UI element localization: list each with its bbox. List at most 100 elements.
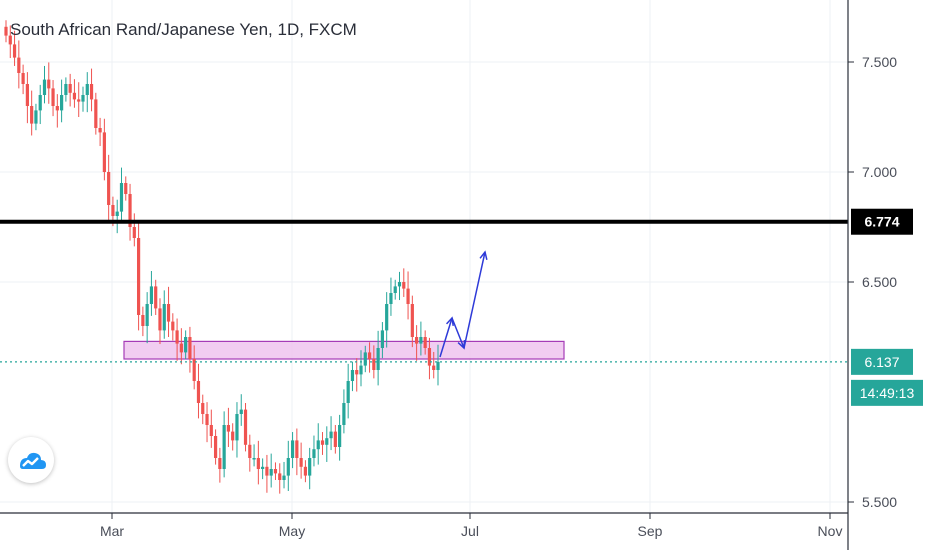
y-tick-label: 5.500 xyxy=(862,494,897,510)
candle-body xyxy=(111,205,115,216)
candle-body xyxy=(308,458,312,476)
candle-body xyxy=(119,183,124,212)
horizontal-lines xyxy=(0,219,848,363)
candle-body xyxy=(102,132,106,172)
x-tick-label: Mar xyxy=(100,523,124,539)
candle-body xyxy=(299,458,303,467)
candle-body xyxy=(145,304,149,326)
candle-body xyxy=(184,337,188,353)
x-tick-label: May xyxy=(279,523,305,539)
candle-body xyxy=(402,282,406,289)
candle-body xyxy=(256,458,260,469)
projection-arrow-head xyxy=(479,250,488,260)
candle-body xyxy=(252,458,256,460)
candle-body xyxy=(72,92,77,100)
support-tag-value: 6.774 xyxy=(864,214,899,230)
candle-body xyxy=(64,84,68,95)
candle-body xyxy=(419,337,423,344)
candle-body xyxy=(17,57,21,73)
candle-body xyxy=(248,444,252,458)
candle-body xyxy=(372,359,376,370)
x-tick-label: Sep xyxy=(638,523,663,539)
candle-body xyxy=(21,73,25,84)
candle-body xyxy=(286,458,290,476)
candle-body xyxy=(136,238,141,315)
candle-body xyxy=(47,79,51,89)
candle-body xyxy=(98,128,102,133)
candle-body xyxy=(312,449,316,458)
candle-body xyxy=(342,403,346,425)
candle-body xyxy=(231,431,235,441)
candle-body xyxy=(363,352,367,366)
candle-body xyxy=(226,425,231,432)
candle-body xyxy=(132,227,136,238)
candle-body xyxy=(51,88,55,106)
y-tick-label: 6.500 xyxy=(862,274,897,290)
candle-body xyxy=(355,370,359,375)
candle-body xyxy=(154,286,158,309)
candle-body xyxy=(171,321,175,331)
x-tick-label: Jul xyxy=(461,523,479,539)
candle-body xyxy=(432,365,436,370)
candle-body xyxy=(338,425,342,447)
candle-body xyxy=(367,352,372,359)
candle-body xyxy=(158,308,162,331)
candle-body xyxy=(427,348,432,366)
candle-body xyxy=(282,475,286,480)
candle-body xyxy=(316,440,320,450)
candle-body xyxy=(415,337,419,344)
candle-body xyxy=(38,95,42,111)
candle-body xyxy=(149,286,154,304)
countdown-tag-value: 14:49:13 xyxy=(860,385,915,401)
candle-body xyxy=(436,361,440,370)
grid xyxy=(0,0,848,513)
candle-body xyxy=(320,440,325,445)
candle-body xyxy=(209,425,213,436)
candle-body xyxy=(290,440,295,458)
candle-body xyxy=(333,431,337,447)
y-tick-label: 7.500 xyxy=(862,54,897,70)
tradingview-cloud-icon[interactable] xyxy=(8,437,54,483)
price-tag-bg xyxy=(851,348,913,375)
candle-body xyxy=(385,304,389,331)
candle-body xyxy=(235,414,239,441)
candle-body xyxy=(124,183,128,194)
candle-body xyxy=(55,106,59,111)
candle-body xyxy=(261,466,265,469)
candle-body xyxy=(34,110,38,124)
price-tags: 6.774 6.137 14:49:13 xyxy=(851,208,923,406)
chart-title: South African Rand/Japanese Yen, 1D, FXC… xyxy=(10,20,357,39)
x-tick-label: Nov xyxy=(818,523,843,539)
candle-body xyxy=(60,95,64,111)
candle-body xyxy=(175,330,179,344)
candle-body xyxy=(303,466,308,476)
candle-body xyxy=(30,106,34,124)
candle-body xyxy=(94,99,98,128)
candle-body xyxy=(397,282,402,287)
candle-body xyxy=(329,431,333,439)
candle-body xyxy=(25,84,29,106)
candle-body xyxy=(295,440,299,458)
candle-body xyxy=(141,315,145,326)
candle-body xyxy=(380,330,384,348)
candle-body xyxy=(205,414,209,425)
candle-body xyxy=(213,436,218,458)
candles xyxy=(4,20,440,494)
projection-arrow-line xyxy=(439,317,453,358)
candle-body xyxy=(68,84,72,93)
candle-body xyxy=(389,293,393,304)
candle-body xyxy=(8,35,12,45)
candle-body xyxy=(89,84,94,100)
projection-arrow-line xyxy=(451,317,465,349)
candle-body xyxy=(406,288,410,304)
axes: 7.500 7.000 6.500 5.500 Mar May Jul Sep Nov xyxy=(0,0,897,550)
candle-body xyxy=(115,211,119,216)
candle-body xyxy=(222,425,226,469)
candle-body xyxy=(4,26,8,36)
candle-body xyxy=(85,84,89,95)
candle-body xyxy=(376,348,380,370)
candle-body xyxy=(81,95,85,102)
candle-body xyxy=(350,370,355,381)
